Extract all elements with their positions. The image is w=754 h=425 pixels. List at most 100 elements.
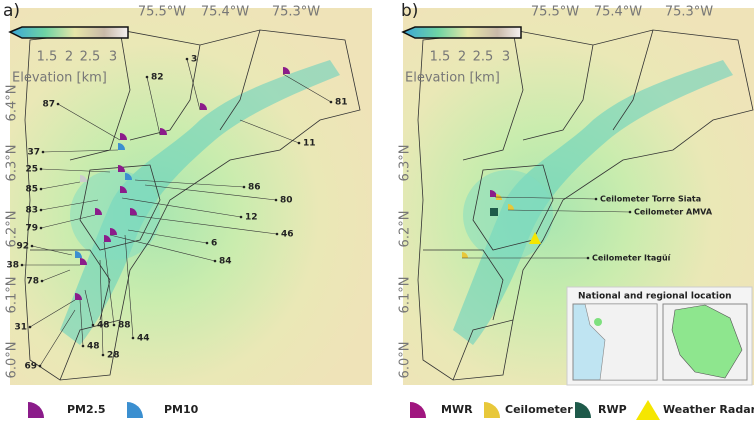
leader-line	[31, 245, 73, 256]
station-marker	[130, 208, 137, 215]
leader-dot	[131, 336, 135, 340]
station-marker	[200, 103, 207, 110]
leader-line	[121, 197, 242, 218]
station-label: 48	[97, 321, 110, 331]
leader-line	[144, 184, 277, 201]
lat-label: 6.1°N	[5, 277, 20, 314]
leader-dot	[38, 364, 42, 368]
leader-dot	[39, 226, 43, 230]
lat-label: 6.3°N	[398, 145, 413, 182]
leader-line	[57, 103, 121, 141]
inset-region-shape	[671, 304, 743, 379]
boundary	[417, 29, 754, 381]
leader-line	[79, 299, 84, 347]
colorbar-title: Elevation [km]	[405, 71, 500, 86]
inset-title: National and regional location	[578, 292, 732, 302]
leader-line	[146, 76, 161, 136]
leader-dot	[39, 187, 43, 191]
colorbar-tick: 2.5	[473, 50, 494, 65]
boundary	[452, 319, 514, 381]
mwr-marker	[490, 190, 497, 197]
lon-label: 75.3°W	[665, 5, 713, 20]
station-marker	[283, 67, 290, 74]
station-marker	[118, 143, 125, 150]
station-label: 11	[303, 139, 316, 149]
station-label: 85	[25, 185, 38, 195]
colorbar-tick: 2.5	[80, 50, 101, 65]
leader-dot	[81, 344, 85, 348]
leader-dot	[40, 279, 44, 283]
legend-label: PM10	[164, 403, 199, 416]
leader-line	[40, 181, 81, 190]
colorbar-tick: 2	[458, 50, 466, 65]
site-label: Ceilometer AMVA	[634, 208, 713, 217]
station-label: 6	[211, 239, 217, 249]
station-label: 25	[25, 165, 38, 175]
lat-label: 6.1°N	[398, 277, 413, 314]
station-label: 86	[248, 183, 261, 193]
legend-label: Weather Radar	[663, 403, 754, 416]
panel-label: b)	[401, 1, 418, 21]
legend-icon	[484, 402, 500, 418]
leader-dot	[39, 208, 43, 212]
lon-label: 75.5°W	[531, 5, 579, 20]
colorbar-tick: 3	[502, 50, 510, 65]
leader-dot	[239, 215, 243, 219]
leader-line	[129, 214, 278, 235]
leader-dot	[213, 259, 217, 263]
leader-line	[40, 199, 99, 211]
leader-dot	[274, 198, 278, 202]
site-label: Ceilometer Torre Siata	[600, 195, 701, 204]
colorbar-tick: 1.5	[37, 50, 58, 65]
station-marker	[125, 173, 132, 180]
leader-line	[507, 209, 631, 213]
lat-label: 6.2°N	[5, 211, 20, 248]
legend-icon	[636, 400, 660, 420]
leader-line	[40, 214, 96, 229]
boundary	[129, 44, 201, 141]
legend-icon	[28, 402, 44, 418]
colorbar	[8, 26, 129, 39]
leader-line	[41, 269, 71, 282]
station-label: 92	[16, 242, 29, 252]
leader-dot	[56, 102, 60, 106]
leader-dot	[20, 263, 24, 267]
leader-line	[103, 241, 115, 326]
station-label: 48	[87, 342, 100, 352]
station-label: 38	[6, 261, 19, 271]
legend-label: Ceilometer	[505, 403, 573, 416]
boundary	[612, 29, 654, 131]
legend-label: RWP	[598, 403, 627, 416]
boundary	[219, 29, 261, 131]
leader-dot	[30, 244, 34, 248]
leader-line	[134, 179, 245, 188]
leader-dot	[586, 256, 590, 260]
leader-dot	[101, 353, 105, 357]
legend-icon	[410, 402, 426, 418]
leader-dot	[39, 167, 43, 171]
leader-dot	[185, 57, 189, 61]
boundary	[79, 164, 161, 251]
station-marker	[75, 251, 82, 258]
station-label: 79	[25, 224, 38, 234]
valley-center	[70, 170, 160, 260]
leader-dot	[329, 100, 333, 104]
leader-dot	[628, 210, 632, 214]
station-label: 81	[335, 98, 348, 108]
station-label: 44	[137, 334, 150, 344]
lat-label: 6.0°N	[398, 342, 413, 379]
colorbar	[401, 26, 522, 39]
boundary	[423, 249, 504, 321]
legend-label: MWR	[441, 403, 473, 416]
station-label: 80	[280, 196, 293, 206]
colorbar-title: Elevation [km]	[12, 71, 107, 86]
colorbar-tick: 1.5	[430, 50, 451, 65]
lon-label: 75.4°W	[594, 5, 642, 20]
leader-line	[239, 119, 300, 144]
ceilometer-marker	[508, 204, 514, 210]
leader-line	[124, 234, 134, 339]
leader-line	[29, 299, 76, 328]
station-marker	[75, 293, 82, 300]
leader-line	[39, 309, 76, 367]
station-marker	[80, 258, 87, 265]
